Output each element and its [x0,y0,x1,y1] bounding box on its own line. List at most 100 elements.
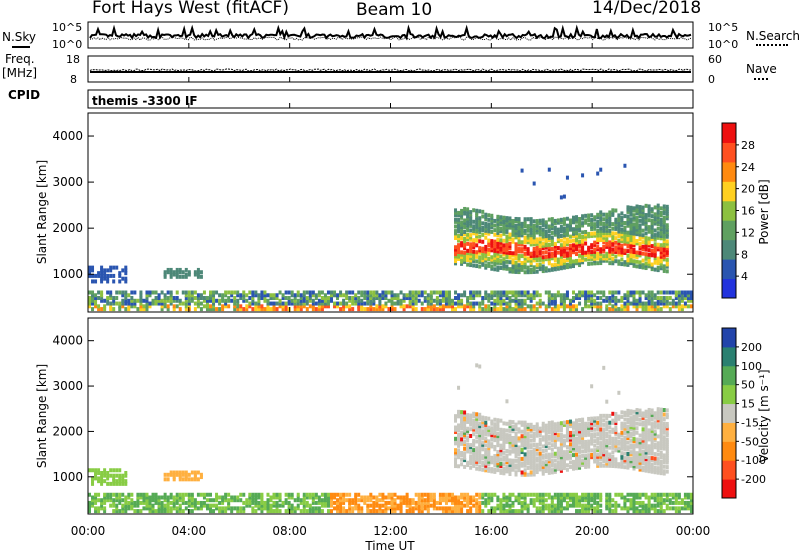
cell [653,267,657,272]
cell [653,260,657,265]
cell [221,298,225,303]
cell [520,224,524,229]
x-tick-label: 00:00 [71,524,106,538]
cell [221,498,225,503]
cell [457,452,461,457]
cell [487,250,491,255]
cell [641,247,645,252]
cell [596,509,600,514]
cell [538,237,542,242]
cell [454,441,458,446]
cell [121,304,125,309]
cell [463,442,467,447]
cell [596,454,600,459]
cell [487,416,491,421]
cell [435,301,439,306]
cell [351,290,355,295]
cell [689,498,693,503]
cell [644,263,648,268]
cell [502,495,506,500]
cell [553,465,557,470]
cell [481,417,485,422]
cell [550,235,554,240]
cell [680,307,684,312]
cell [584,446,588,451]
cell [121,503,125,508]
cell [647,407,651,412]
cell [559,301,563,306]
cell [342,500,346,505]
cell [457,250,461,255]
cell [650,290,654,295]
cell [502,218,506,223]
cell [647,437,651,442]
cell [166,500,170,505]
y-tick-label: 2000 [52,424,83,438]
cell [481,460,485,465]
cell [88,271,91,276]
cell [526,445,530,450]
cell [184,301,188,306]
cell [330,298,333,303]
cell [635,417,639,422]
cell [659,452,663,457]
cell [590,301,594,306]
cell [499,245,503,250]
cell [553,467,557,472]
cell [239,492,243,497]
cell [490,220,494,225]
cell [508,442,512,447]
cell [590,254,594,259]
cell [166,267,170,272]
cell [526,235,530,240]
cell [632,409,636,414]
cell [508,296,512,301]
cell [614,208,618,213]
cell [196,298,200,303]
cell [475,254,479,259]
cell [635,437,639,442]
cell [547,242,551,247]
cell [553,307,557,312]
cell [632,261,636,266]
cell [378,293,382,298]
cell [653,242,657,247]
cell [590,227,594,232]
cell [529,237,533,242]
cell [565,424,569,429]
cell [638,438,642,443]
cell [493,509,497,514]
cell [584,218,588,223]
cell [408,509,412,514]
cell [115,481,119,486]
cell [463,433,467,438]
cell [605,503,609,508]
cell [587,426,591,431]
cell [584,449,588,454]
cell [626,214,630,219]
cell [565,435,569,440]
cell [387,500,391,505]
cell [665,498,669,503]
cell [553,298,557,303]
cell [463,243,467,248]
cell [535,253,539,258]
cell [544,245,548,250]
cell [511,492,515,497]
cell [629,418,633,423]
cell [417,500,421,505]
cell [550,470,554,475]
cell [154,500,158,505]
cell [578,422,582,427]
cell [172,272,176,277]
cell [457,509,461,514]
cell [106,470,110,475]
cell [578,463,582,468]
cell [553,442,557,447]
cell [562,296,566,301]
cell [689,506,693,511]
cell [145,492,149,497]
cell [414,298,418,303]
cell [556,290,560,295]
cell [227,500,231,505]
